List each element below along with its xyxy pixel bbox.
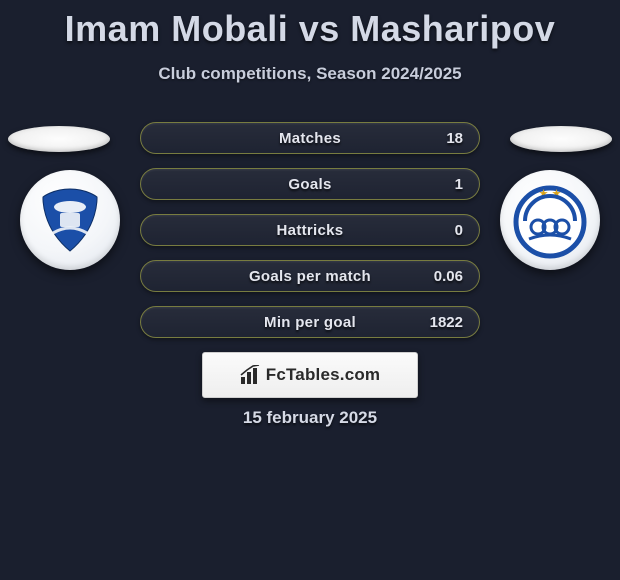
stat-row-min-per-goal: Min per goal 1822 <box>140 306 480 338</box>
club-crest-right-icon: ★ ★ <box>511 181 589 259</box>
club-logo-right: ★ ★ <box>500 170 600 270</box>
player-left-pill <box>8 126 110 152</box>
brand-box: FcTables.com <box>202 352 418 398</box>
subtitle: Club competitions, Season 2024/2025 <box>0 64 620 84</box>
stats-panel: Matches 18 Goals 1 Hattricks 0 Goals per… <box>140 122 480 352</box>
stat-row-goals-per-match: Goals per match 0.06 <box>140 260 480 292</box>
stat-row-matches: Matches 18 <box>140 122 480 154</box>
page-title: Imam Mobali vs Masharipov <box>0 0 620 50</box>
stat-label: Goals per match <box>249 268 371 285</box>
stat-value: 18 <box>446 130 463 147</box>
brand-text: FcTables.com <box>266 365 381 385</box>
stat-value: 0 <box>455 222 463 239</box>
stat-label: Goals <box>288 176 331 193</box>
club-logo-left <box>20 170 120 270</box>
date-line: 15 february 2025 <box>0 408 620 428</box>
stat-label: Hattricks <box>277 222 344 239</box>
stat-value: 1822 <box>430 314 463 331</box>
stat-value: 1 <box>455 176 463 193</box>
player-right-pill <box>510 126 612 152</box>
bar-chart-icon <box>240 365 262 385</box>
club-crest-left-icon <box>33 183 107 257</box>
stat-label: Min per goal <box>264 314 356 331</box>
stat-row-goals: Goals 1 <box>140 168 480 200</box>
stat-label: Matches <box>279 130 341 147</box>
stat-row-hattricks: Hattricks 0 <box>140 214 480 246</box>
stat-value: 0.06 <box>434 268 463 285</box>
